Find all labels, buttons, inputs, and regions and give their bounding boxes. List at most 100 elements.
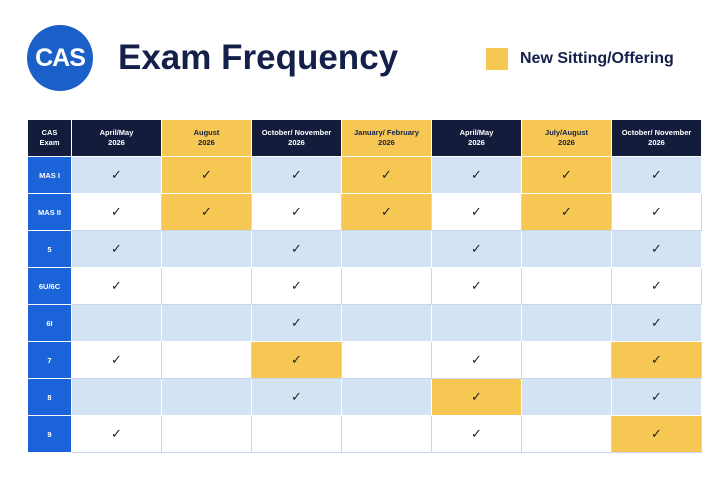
check-icon: ✓ bbox=[471, 389, 482, 404]
exam-cell bbox=[161, 304, 252, 342]
exam-cell: ✓ bbox=[431, 267, 522, 305]
column-header-year: 2026 bbox=[558, 138, 575, 147]
exam-cell: ✓ bbox=[251, 341, 342, 379]
exam-label: 8 bbox=[27, 378, 72, 416]
check-icon: ✓ bbox=[111, 426, 122, 441]
page-title: Exam Frequency bbox=[118, 38, 399, 77]
exam-cell bbox=[341, 341, 432, 379]
check-icon: ✓ bbox=[111, 352, 122, 367]
exam-cell: ✓ bbox=[521, 156, 612, 194]
exam-cell: ✓ bbox=[161, 193, 252, 231]
check-icon: ✓ bbox=[201, 204, 212, 219]
exam-cell: ✓ bbox=[431, 230, 522, 268]
exam-cell bbox=[521, 304, 612, 342]
exam-cell: ✓ bbox=[431, 193, 522, 231]
corner-line1: CAS bbox=[41, 128, 58, 137]
exam-cell bbox=[431, 304, 522, 342]
column-header-year: 2026 bbox=[108, 138, 125, 147]
cas-logo: CAS bbox=[27, 25, 93, 91]
exam-cell: ✓ bbox=[431, 156, 522, 194]
column-header-period: January/ February bbox=[353, 128, 420, 137]
exam-cell: ✓ bbox=[431, 341, 522, 379]
check-icon: ✓ bbox=[471, 167, 482, 182]
exam-cell: ✓ bbox=[611, 267, 702, 305]
corner-line2: Exam bbox=[39, 138, 60, 147]
exam-cell: ✓ bbox=[71, 230, 162, 268]
exam-cell bbox=[71, 378, 162, 416]
check-icon: ✓ bbox=[471, 204, 482, 219]
exam-cell bbox=[161, 341, 252, 379]
exam-cell bbox=[71, 304, 162, 342]
exam-cell bbox=[161, 378, 252, 416]
column-header: January/ February 2026 bbox=[341, 119, 432, 157]
column-header: October/ November 2026 bbox=[611, 119, 702, 157]
legend-label: New Sitting/Offering bbox=[520, 50, 674, 67]
column-header: April/May 2026 bbox=[431, 119, 522, 157]
column-header: August 2026 bbox=[161, 119, 252, 157]
exam-cell: ✓ bbox=[251, 193, 342, 231]
check-icon: ✓ bbox=[471, 352, 482, 367]
exam-cell: ✓ bbox=[251, 378, 342, 416]
column-header-period: October/ November bbox=[621, 128, 692, 137]
exam-label: MAS II bbox=[27, 193, 72, 231]
column-header-period: August bbox=[193, 128, 220, 137]
check-icon: ✓ bbox=[291, 278, 302, 293]
table-row: 9 ✓ ✓ ✓ bbox=[27, 415, 702, 453]
exam-cell: ✓ bbox=[251, 156, 342, 194]
check-icon: ✓ bbox=[471, 426, 482, 441]
logo-text: CAS bbox=[35, 43, 86, 72]
check-icon: ✓ bbox=[561, 204, 572, 219]
exam-cell: ✓ bbox=[431, 378, 522, 416]
check-icon: ✓ bbox=[651, 204, 662, 219]
check-icon: ✓ bbox=[381, 167, 392, 182]
column-header-period: October/ November bbox=[261, 128, 332, 137]
exam-cell bbox=[521, 267, 612, 305]
column-header: July/August 2026 bbox=[521, 119, 612, 157]
column-header-period: April/May bbox=[99, 128, 134, 137]
exam-cell: ✓ bbox=[611, 156, 702, 194]
check-icon: ✓ bbox=[111, 241, 122, 256]
exam-cell: ✓ bbox=[251, 267, 342, 305]
exam-cell bbox=[341, 230, 432, 268]
exam-cell: ✓ bbox=[521, 193, 612, 231]
exam-label: 5 bbox=[27, 230, 72, 268]
exam-label: 6I bbox=[27, 304, 72, 342]
header-row: CAS Exam April/May 2026 August 2026 October/… bbox=[27, 119, 702, 157]
exam-cell: ✓ bbox=[71, 193, 162, 231]
check-icon: ✓ bbox=[471, 241, 482, 256]
check-icon: ✓ bbox=[291, 241, 302, 256]
table-row: 6I ✓ ✓ bbox=[27, 304, 702, 342]
check-icon: ✓ bbox=[111, 278, 122, 293]
exam-cell: ✓ bbox=[611, 415, 702, 453]
exam-frequency-table: CAS Exam April/May 2026 August 2026 October/… bbox=[27, 119, 702, 453]
check-icon: ✓ bbox=[381, 204, 392, 219]
check-icon: ✓ bbox=[291, 352, 302, 367]
exam-cell: ✓ bbox=[611, 230, 702, 268]
exam-cell bbox=[161, 267, 252, 305]
exam-cell: ✓ bbox=[161, 156, 252, 194]
corner-header: CAS Exam bbox=[27, 119, 72, 157]
column-header-period: July/August bbox=[545, 128, 588, 137]
exam-cell: ✓ bbox=[71, 156, 162, 194]
exam-cell: ✓ bbox=[611, 378, 702, 416]
check-icon: ✓ bbox=[291, 315, 302, 330]
exam-label: MAS I bbox=[27, 156, 72, 194]
exam-cell: ✓ bbox=[611, 341, 702, 379]
column-header-year: 2026 bbox=[288, 138, 305, 147]
column-header-year: 2026 bbox=[648, 138, 665, 147]
exam-cell: ✓ bbox=[431, 415, 522, 453]
check-icon: ✓ bbox=[651, 389, 662, 404]
exam-cell bbox=[161, 415, 252, 453]
exam-cell: ✓ bbox=[611, 304, 702, 342]
exam-cell: ✓ bbox=[341, 193, 432, 231]
exam-cell: ✓ bbox=[341, 156, 432, 194]
column-header-period: April/May bbox=[459, 128, 494, 137]
column-header: April/May 2026 bbox=[71, 119, 162, 157]
table-body: MAS I ✓ ✓ ✓ ✓ ✓ ✓ ✓ MAS II ✓ ✓ ✓ ✓ ✓ ✓ ✓ 5 ✓ ✓ ✓ ✓ 6U/6C ✓ ✓ ✓ ✓ 6… bbox=[27, 156, 702, 453]
check-icon: ✓ bbox=[651, 167, 662, 182]
check-icon: ✓ bbox=[651, 426, 662, 441]
exam-cell bbox=[521, 230, 612, 268]
exam-cell bbox=[161, 230, 252, 268]
exam-cell: ✓ bbox=[251, 230, 342, 268]
exam-cell bbox=[341, 267, 432, 305]
